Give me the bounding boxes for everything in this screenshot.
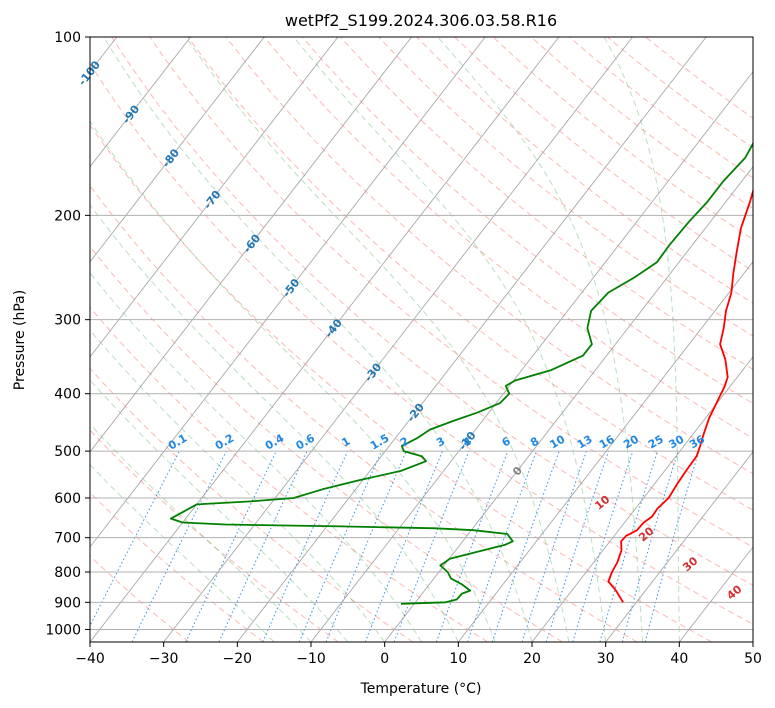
moist-adiabat xyxy=(90,120,496,642)
mixing-ratio-line xyxy=(545,450,610,642)
y-axis-label: Pressure (hPa) xyxy=(12,290,28,390)
dry-adiabat xyxy=(90,555,190,642)
dry-adiabat xyxy=(378,37,753,337)
isotherm xyxy=(90,37,265,263)
profile-lines xyxy=(169,141,753,605)
dewpoint-line xyxy=(169,141,753,605)
moist-adiabat xyxy=(293,37,607,642)
dry-adiabat xyxy=(340,37,753,371)
dry-adiabat xyxy=(90,306,488,642)
y-tick-label: 100 xyxy=(54,30,81,46)
x-tick-label: −40 xyxy=(75,651,105,667)
y-tick-label: 800 xyxy=(54,565,81,581)
isotherm xyxy=(752,641,753,642)
isotherm xyxy=(90,37,486,548)
x-tick-label: −10 xyxy=(296,651,326,667)
mixing-ratio-line xyxy=(325,450,407,642)
moist-adiabat xyxy=(103,37,533,642)
dry-adiabat xyxy=(90,245,563,642)
isotherm xyxy=(384,165,753,642)
moist-adiabat xyxy=(90,204,459,642)
isotherm xyxy=(90,37,339,358)
y-tick-label: 400 xyxy=(54,387,81,403)
mixing-ratio-line xyxy=(521,450,587,642)
x-tick-label: 50 xyxy=(744,651,762,667)
mixing-ratio-line xyxy=(435,450,509,642)
x-tick-label: 20 xyxy=(523,651,541,667)
isotherm xyxy=(90,37,191,168)
mixing-ratio-line xyxy=(599,450,659,642)
dry-adiabat xyxy=(111,37,753,586)
dry-adiabat xyxy=(416,37,753,304)
y-tick-label: 1000 xyxy=(45,622,81,638)
mixing-ratio-line xyxy=(262,450,349,642)
x-tick-label: 10 xyxy=(449,651,467,667)
x-tick-label: 0 xyxy=(380,651,389,667)
dry-adiabat xyxy=(90,429,339,642)
x-tick-label: 30 xyxy=(597,651,615,667)
y-tick-label: 900 xyxy=(54,595,81,611)
temperature-line xyxy=(607,187,753,603)
isotherm xyxy=(90,37,412,453)
moist-adiabat xyxy=(90,379,349,642)
moist-adiabat xyxy=(603,37,680,642)
dry-adiabat xyxy=(187,37,753,511)
mixing-ratio-line xyxy=(491,450,560,642)
mixing-ratio-line xyxy=(298,450,382,642)
chart-title: wetPf2_S199.2024.306.03.58.R16 xyxy=(285,11,557,31)
mixing-ratio-line xyxy=(572,450,634,642)
x-tick-label: −20 xyxy=(223,651,253,667)
isotherm xyxy=(310,70,753,642)
dry-adiabat xyxy=(90,124,712,642)
dry-adiabat xyxy=(90,185,638,642)
plot-area xyxy=(90,37,753,642)
isotherm xyxy=(236,37,707,642)
x-tick-label: −30 xyxy=(149,651,179,667)
axis-ticks: −40 −30 −20 −10 0 10 20 30 40 50 100 200 300 400 500 60… xyxy=(45,30,762,667)
isotherm xyxy=(163,37,633,642)
mixing-ratio-line xyxy=(364,450,443,642)
moist-adiabat xyxy=(185,37,570,642)
isotherm xyxy=(605,451,753,642)
isotherm xyxy=(531,356,753,642)
moist-adiabat xyxy=(437,37,643,642)
plot-frame xyxy=(89,36,754,643)
y-tick-label: 700 xyxy=(54,531,81,547)
y-tick-label: 500 xyxy=(54,444,81,460)
dry-adiabat xyxy=(90,62,753,625)
isotherm xyxy=(457,261,753,642)
moist-adiabat xyxy=(90,423,312,642)
mixing-ratio-line xyxy=(467,450,537,642)
x-tick-label: 40 xyxy=(670,651,688,667)
y-tick-label: 300 xyxy=(54,313,81,329)
x-axis-label: Temperature (°C) xyxy=(360,681,482,697)
y-tick-label: 200 xyxy=(54,208,81,224)
y-tick-label: 600 xyxy=(54,491,81,507)
mixing-ratio-line xyxy=(621,450,679,642)
dry-adiabat xyxy=(149,37,753,548)
isotherm xyxy=(90,37,560,642)
